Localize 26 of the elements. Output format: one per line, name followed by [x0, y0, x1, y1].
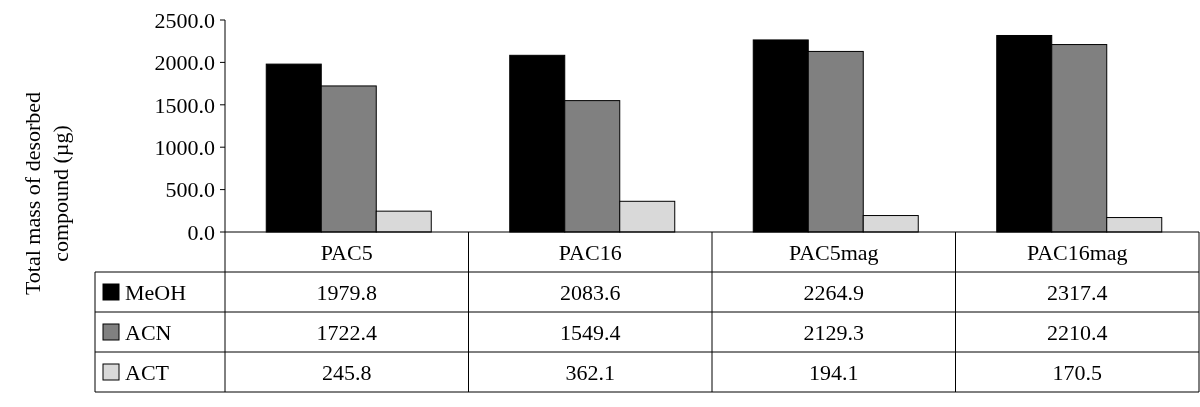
data-label: 1979.8: [316, 279, 377, 305]
x-tick-label: PAC16mag: [1026, 239, 1128, 265]
y-tick-label: 500.0: [165, 177, 215, 203]
data-label: 2210.4: [1047, 319, 1108, 345]
data-label: 2129.3: [803, 319, 864, 345]
legend-label: MeOH: [125, 279, 187, 305]
y-tick-label: 0.0: [187, 219, 215, 245]
y-tick-label: 2500.0: [154, 7, 215, 33]
data-label: 2264.9: [803, 279, 864, 305]
y-tick-label: 1500.0: [154, 92, 215, 118]
y-axis-title: Total mass of desorbed compound (µg): [20, 91, 73, 296]
legend-label: ACT: [125, 359, 170, 385]
data-label: 170.5: [1052, 359, 1102, 385]
data-label: 2317.4: [1047, 279, 1108, 305]
data-label: 1549.4: [560, 319, 621, 345]
y-tick-label: 1000.0: [154, 134, 215, 160]
legend-label: ACN: [125, 319, 172, 345]
x-tick-label: PAC16: [558, 239, 622, 265]
data-label: 245.8: [322, 359, 372, 385]
y-tick-label: 2000.0: [154, 50, 215, 76]
data-label: 2083.6: [560, 279, 621, 305]
x-tick-label: PAC5mag: [788, 239, 879, 265]
x-tick-label: PAC5: [320, 239, 373, 265]
data-label: 1722.4: [316, 319, 377, 345]
data-label: 362.1: [565, 359, 615, 385]
data-label: 194.1: [809, 359, 859, 385]
